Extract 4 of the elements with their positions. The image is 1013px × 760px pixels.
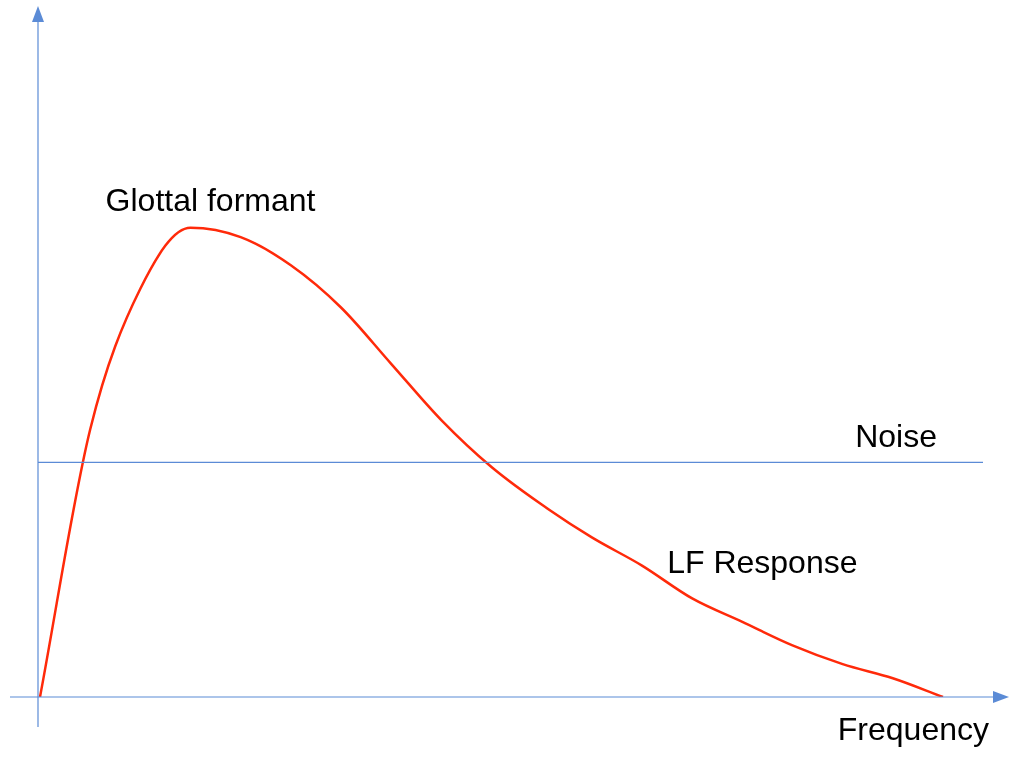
x-axis-title: Frequency	[837, 710, 989, 747]
ref-line-label: Noise	[855, 418, 937, 455]
text: Glottal formant	[105, 181, 316, 218]
series-label: LF Response	[667, 544, 858, 581]
